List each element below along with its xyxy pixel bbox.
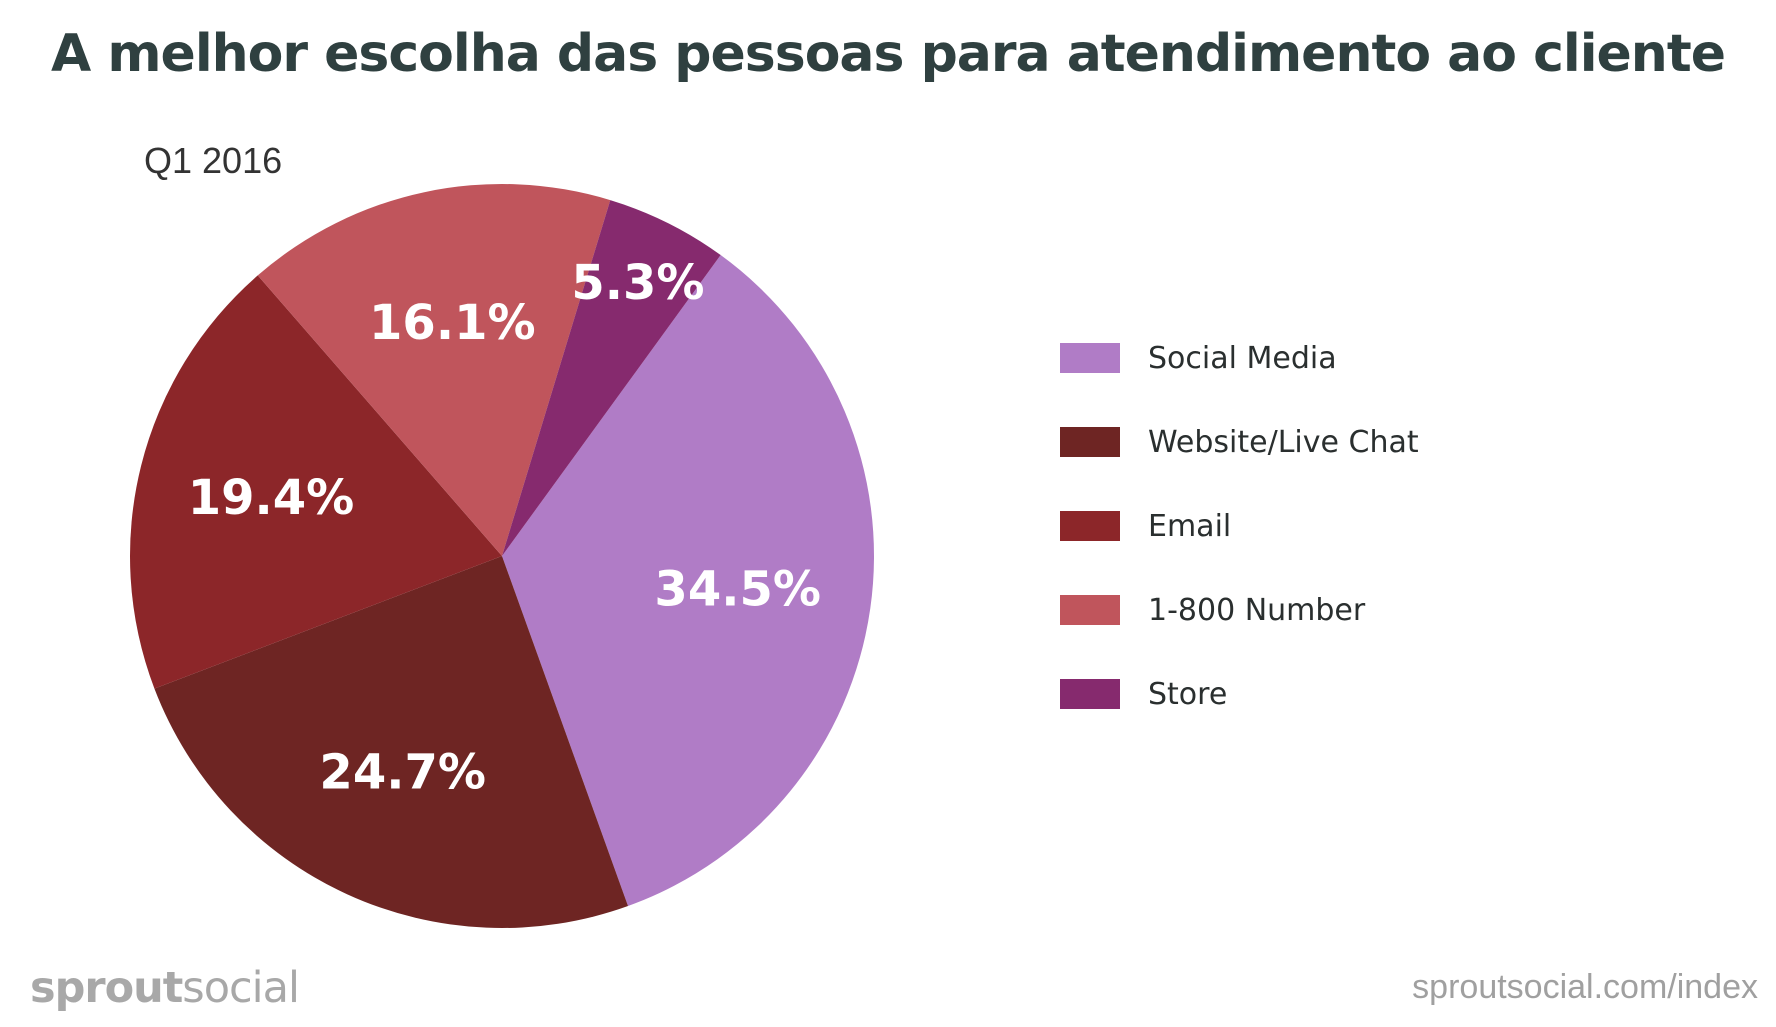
legend-swatch [1060, 343, 1120, 373]
brand-logo-light: social [182, 963, 300, 1013]
legend-label: Store [1148, 676, 1228, 712]
pie-slice-store [502, 200, 721, 556]
legend-swatch [1060, 511, 1120, 541]
legend-label: Email [1148, 508, 1232, 544]
pie-labels: 34.5% 24.7% 19.4% 16.1% 5.3% [188, 255, 821, 801]
pie-slice-label: 34.5% [654, 562, 821, 618]
chart-title: A melhor escolha das pessoas para atendi… [51, 24, 1726, 84]
legend-item-store: Store [1060, 652, 1419, 736]
legend-swatch [1060, 427, 1120, 457]
pie-slice-label: 24.7% [319, 744, 486, 800]
legend-item-email: Email [1060, 484, 1419, 568]
source-url: sproutsocial.com/index [1412, 968, 1758, 1006]
pie-slice-social-media [502, 255, 875, 907]
legend-swatch [1060, 679, 1120, 709]
legend-label: Website/Live Chat [1148, 424, 1419, 460]
legend-item-website-live-chat: Website/Live Chat [1060, 400, 1419, 484]
legend-item-1-800-number: 1-800 Number [1060, 568, 1419, 652]
brand-logo: sproutsocial [30, 963, 300, 1013]
legend-label: Social Media [1148, 340, 1337, 376]
chart-subtitle: Q1 2016 [144, 140, 283, 181]
pie-slice-label: 19.4% [188, 470, 355, 526]
brand-logo-bold: sprout [30, 963, 183, 1013]
legend-label: 1-800 Number [1148, 592, 1366, 628]
pie-slice-label: 5.3% [571, 255, 704, 311]
pie-slice-1-800-number [257, 183, 611, 557]
pie-slices [129, 183, 875, 929]
pie-slice-website-live-chat [154, 556, 629, 929]
pie-slice-label: 16.1% [369, 295, 536, 351]
legend-swatch [1060, 595, 1120, 625]
pie-slice-email [129, 275, 502, 689]
legend-item-social-media: Social Media [1060, 316, 1419, 400]
legend: Social Media Website/Live Chat Email 1-8… [1060, 316, 1419, 736]
